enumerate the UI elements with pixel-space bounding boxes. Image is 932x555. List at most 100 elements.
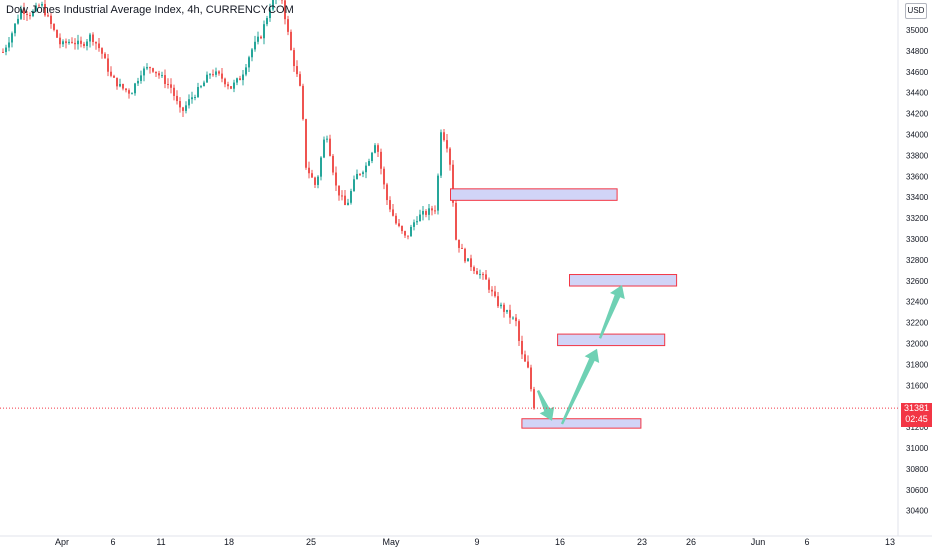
candle-body	[320, 158, 322, 177]
candle-body	[497, 296, 499, 306]
candle-body	[149, 67, 151, 68]
zone-rectangle[interactable]	[558, 334, 665, 345]
candle-body	[422, 211, 424, 215]
candle-body	[401, 226, 403, 231]
candle-body	[533, 389, 535, 408]
trend-arrow[interactable]	[561, 349, 599, 425]
candle-body	[374, 145, 376, 153]
candle-body	[188, 99, 190, 105]
candle-body	[482, 274, 484, 275]
candle-body	[239, 78, 241, 80]
candle-body	[485, 274, 487, 279]
zone-rectangle[interactable]	[522, 419, 641, 428]
y-tick-label: 34600	[906, 68, 929, 77]
candle-body	[476, 271, 478, 274]
candle-body	[521, 341, 523, 354]
candle-body	[299, 74, 301, 86]
trend-arrow[interactable]	[599, 285, 625, 339]
x-tick-label: 25	[306, 537, 316, 547]
zone-rectangle[interactable]	[570, 275, 677, 286]
candle-body	[449, 149, 451, 165]
candle-body	[59, 38, 61, 45]
candle-body	[170, 84, 172, 87]
candle-body	[251, 49, 253, 57]
candle-body	[206, 75, 208, 83]
y-tick-label: 32000	[906, 340, 929, 349]
candle-body	[347, 203, 349, 205]
candle-body	[290, 32, 292, 50]
candle-body	[17, 19, 19, 24]
candle-body	[332, 156, 334, 173]
candle-body	[5, 48, 7, 52]
candle-body	[98, 43, 100, 48]
candle-body	[302, 86, 304, 119]
trend-arrow[interactable]	[537, 390, 554, 421]
candle-body	[164, 75, 166, 84]
candle-body	[185, 105, 187, 111]
candle-body	[110, 72, 112, 76]
candle-body	[425, 211, 427, 215]
candle-body	[176, 96, 178, 101]
candle-body	[356, 174, 358, 179]
candle-body	[263, 24, 265, 38]
candle-body	[305, 119, 307, 168]
candle-body	[224, 79, 226, 85]
candle-body	[89, 35, 91, 42]
candle-body	[86, 41, 88, 46]
candle-body	[434, 210, 436, 211]
candle-body	[140, 75, 142, 81]
zone-rectangle[interactable]	[451, 189, 618, 200]
candle-body	[260, 37, 262, 39]
candles	[2, 0, 535, 410]
candle-body	[116, 78, 118, 87]
candle-body	[344, 196, 346, 205]
y-tick-label: 34000	[906, 131, 929, 140]
candle-body	[236, 78, 238, 82]
x-tick-label: 16	[555, 537, 565, 547]
y-tick-label: 34400	[906, 89, 929, 98]
candle-body	[314, 178, 316, 185]
y-tick-label: 33800	[906, 151, 929, 160]
candle-body	[335, 173, 337, 186]
candle-body	[446, 140, 448, 148]
candle-body	[134, 83, 136, 93]
candle-body	[443, 132, 445, 140]
candle-body	[74, 43, 76, 44]
candle-body	[530, 368, 532, 390]
candle-body	[65, 41, 67, 43]
candle-body	[62, 41, 64, 44]
candle-body	[467, 258, 469, 261]
y-tick-label: 32600	[906, 277, 929, 286]
candle-body	[209, 74, 211, 75]
candle-body	[371, 153, 373, 161]
candle-body	[287, 19, 289, 32]
currency-selector-button[interactable]: USD	[905, 3, 927, 19]
candle-body	[293, 50, 295, 66]
x-tick-label: 23	[637, 537, 647, 547]
candle-body	[341, 195, 343, 196]
candle-body	[233, 83, 235, 89]
candle-body	[8, 42, 10, 47]
candle-body	[509, 310, 511, 318]
last-price-value: 31381	[901, 403, 932, 414]
candle-body	[227, 84, 229, 86]
x-tick-label: Jun	[751, 537, 766, 547]
y-tick-label: 30600	[906, 486, 929, 495]
candle-body	[494, 291, 496, 296]
candle-body	[323, 140, 325, 158]
bar-countdown: 02:45	[901, 414, 932, 425]
candle-body	[71, 42, 73, 43]
candle-body	[377, 145, 379, 152]
candle-body	[215, 71, 217, 74]
candle-body	[155, 72, 157, 74]
candle-body	[437, 176, 439, 211]
candle-body	[395, 216, 397, 224]
candle-body	[392, 209, 394, 215]
candle-body	[407, 236, 409, 237]
candle-body	[515, 318, 517, 322]
candle-body	[14, 24, 16, 34]
candle-body	[230, 86, 232, 89]
